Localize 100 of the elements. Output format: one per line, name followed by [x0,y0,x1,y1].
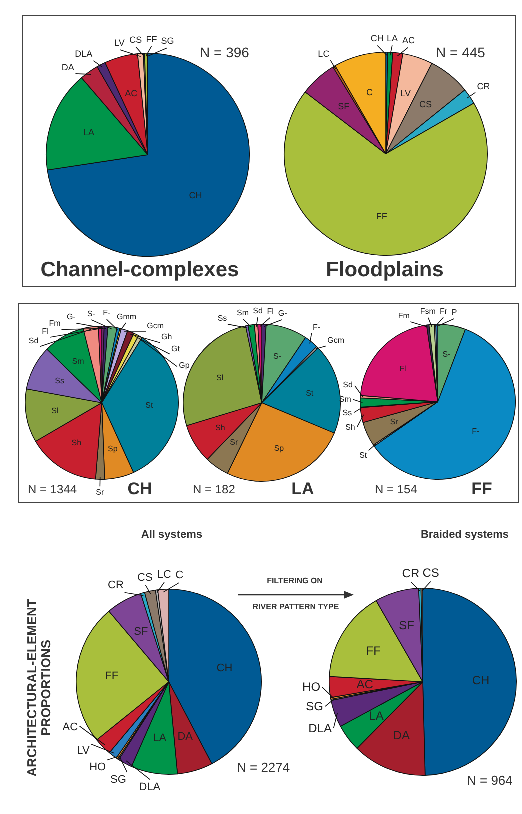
text: CH [128,480,152,500]
slice-label: DLA [75,49,93,60]
slice-label: C [366,88,374,98]
slice-label: CH [189,190,202,201]
slice-label: DA [62,62,74,72]
slice-label: SF [338,102,350,112]
slice-label: AC [402,36,416,46]
slice-label: SF [134,626,148,638]
slice-label: CS [419,100,432,110]
slice-label: Sm [237,308,250,318]
text: N = 154 [375,482,418,497]
slice-label: LV [114,38,125,48]
slice-label: Sh [216,424,226,433]
slice-label: Fr [440,306,448,316]
slice-label: Sl [216,373,224,382]
slice-label: DA [393,728,410,742]
slice-label: DLA [308,722,332,736]
slice-label: Gp [179,361,190,370]
slice-label: LA [387,34,398,44]
slice-label: LA [369,709,384,724]
slice-label: AC [62,721,78,734]
slice-label: Sp [274,444,285,453]
slice-label: Sd [28,336,39,346]
slice-label: Ss [218,314,228,323]
slice-label: Ss [55,376,64,386]
slice-label: SF [399,618,414,633]
slice-label: Gcm [328,336,345,346]
slice-label: P [452,308,458,318]
slice-label: Fsm [420,307,436,316]
slice-label: F- [103,308,112,318]
slice-label: S- [442,350,452,359]
slice-label: Sd [253,306,263,316]
slice-label: FF [376,211,388,222]
slice-label: S- [273,352,282,361]
slice-label: Fl [267,307,274,316]
chart-title: All systems [141,528,203,542]
chart-title: Braided systems [420,528,510,542]
text: RIVER PATTERN TYPE [252,602,340,612]
slice-label: Sh [346,423,356,432]
slice-label: Sh [72,438,82,448]
slice-label: LA [83,128,94,138]
slice-label: SG [161,36,174,46]
slice-label: HO [90,761,107,774]
slice-label: LA [153,732,168,745]
slice-label: Ss [342,408,352,418]
slice-label: CR [477,82,491,92]
slice-label: CR [402,566,420,580]
slice-label: Sr [390,417,399,426]
slice-label: Fm [49,319,62,328]
slice-label: HO [302,680,321,694]
slice-label: FF [366,644,381,658]
slice-label: G- [278,309,288,318]
slice-label: LV [77,745,90,758]
slice-label: CH [472,674,490,688]
text: N = 396 [200,44,250,61]
slice-label: Fm [398,311,410,320]
text: LA [292,480,314,500]
slice-label: Sm [72,357,85,366]
slice-label: CS [422,566,440,580]
slice-label: Gcm [147,321,164,330]
text: FF [472,480,492,500]
slice-label: LV [400,88,412,99]
text: FILTERING ON [267,576,323,586]
slice-label: SG [110,774,126,786]
slice-label: CH [370,34,384,44]
slice-label: Sr [96,488,104,497]
text: N = 445 [436,44,486,61]
text: N = 1344 [28,482,78,497]
slice-label: LC [318,48,330,59]
slice-label: F- [312,322,321,332]
slice-label: Sr [230,438,238,448]
text: N = 2274 [237,760,290,776]
text: N = 182 [193,482,236,497]
slice-label: SG [306,699,324,714]
slice-label: AC [125,88,138,99]
slice-label: CH [216,662,233,674]
slice-label: Fl [42,327,50,336]
slice-label: CS [130,35,142,46]
slice-label: St [360,451,368,460]
slice-label: FF [105,670,119,683]
slice-label: CS [138,572,153,584]
slice-label: Fl [400,364,406,374]
slice-label: Gh [161,332,172,342]
slice-label: Gt [172,344,181,354]
slice-label: DA [178,731,194,744]
slice-label: G- [66,312,76,322]
text: N = 964 [467,772,513,788]
slice-label: Sp [108,444,118,454]
text: Channel-complexes [40,258,240,282]
slice-label: LC [157,569,172,582]
slice-label: St [146,401,154,410]
slice-label: Sd [343,380,353,390]
text: Floodplains [326,258,444,282]
text: ARCHITECTURAL-ELEMENT PROPORTIONS [24,598,54,779]
slice-label: Gmm [117,312,137,322]
slice-label: DLA [139,781,162,794]
slice-label: S- [87,309,96,318]
slice-label: St [306,389,314,398]
slice-label: Sl [52,406,59,416]
slice-label: FF [146,34,158,44]
